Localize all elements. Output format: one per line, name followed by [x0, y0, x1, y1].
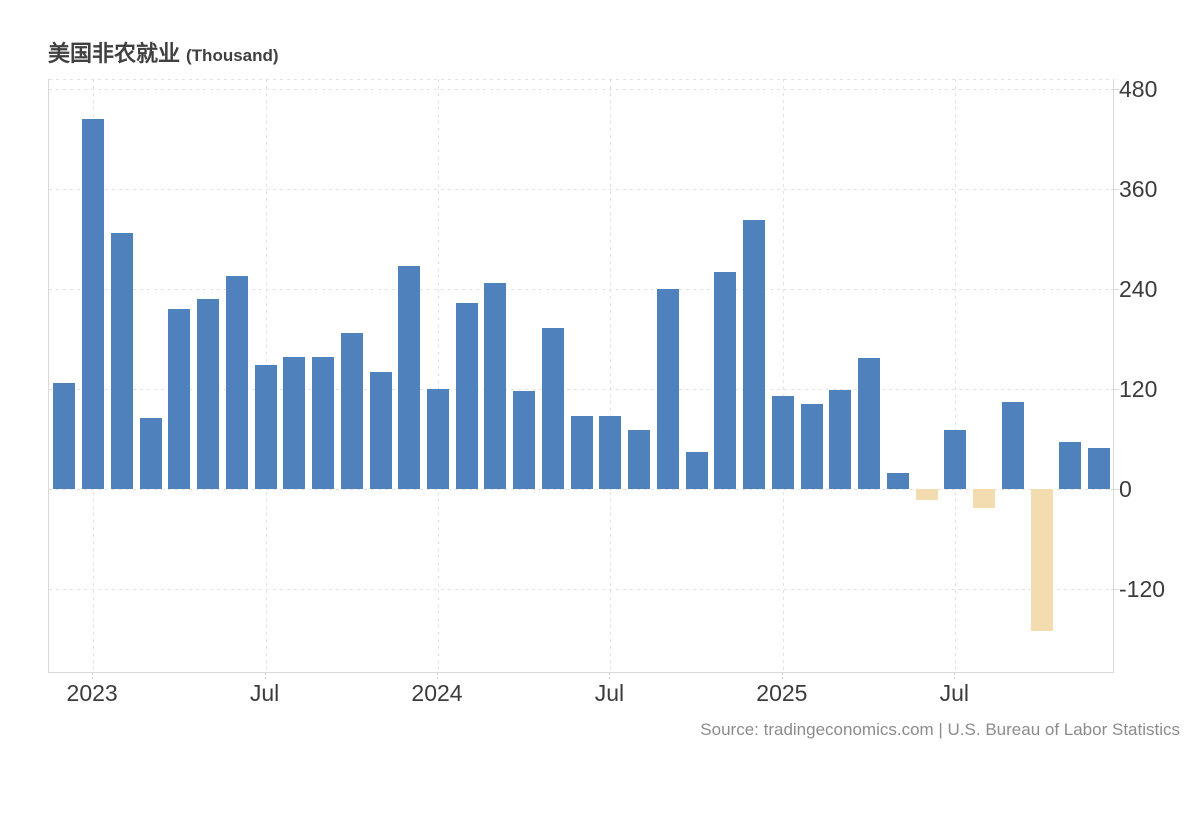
gridline-y	[49, 189, 1113, 190]
chart-title-main: 美国非农就业	[48, 41, 181, 66]
chart-title-unit: (Thousand)	[186, 46, 279, 65]
bar-2025-09[interactable]	[1002, 401, 1024, 489]
bar-2023-01[interactable]	[82, 119, 104, 489]
bar-2023-12[interactable]	[398, 265, 420, 489]
x-axis-tick	[264, 673, 266, 680]
x-axis-label: Jul	[594, 680, 625, 706]
y-axis-label: 120	[1119, 376, 1158, 402]
y-axis-label: 480	[1119, 76, 1158, 102]
bar-2025-05[interactable]	[887, 473, 909, 489]
x-axis-tick	[609, 673, 611, 680]
x-axis-label: 2024	[411, 680, 463, 706]
y-axis-label: 0	[1119, 476, 1132, 502]
bar-2024-03[interactable]	[484, 283, 506, 489]
gridline-y	[49, 489, 1113, 490]
plot-top-border	[49, 79, 1113, 80]
gridline-x	[610, 79, 612, 672]
bar-2024-12[interactable]	[743, 219, 765, 489]
bar-2024-02[interactable]	[456, 303, 478, 489]
x-axis-tick	[781, 673, 783, 680]
bar-2025-03[interactable]	[829, 389, 851, 489]
bar-2025-04[interactable]	[858, 358, 880, 489]
bar-2024-08[interactable]	[628, 429, 650, 489]
x-axis-tick	[437, 673, 439, 680]
chart-title: 美国非农就业 (Thousand)	[48, 36, 279, 68]
bar-2024-11[interactable]	[714, 272, 736, 489]
gridline-x	[955, 79, 957, 672]
bar-2025-06[interactable]	[916, 489, 938, 500]
y-axis-label: -120	[1119, 576, 1166, 602]
bar-2023-02[interactable]	[111, 233, 133, 489]
bar-2024-07[interactable]	[599, 415, 621, 489]
y-axis-label: 240	[1119, 276, 1158, 302]
bar-2024-10[interactable]	[686, 452, 708, 489]
bar-2025-07[interactable]	[944, 429, 966, 489]
bar-2024-09[interactable]	[657, 289, 679, 489]
y-axis-tick	[1111, 89, 1119, 90]
gridline-y	[49, 589, 1113, 590]
x-axis-label: 2023	[66, 680, 118, 706]
y-axis-tick	[1111, 189, 1119, 190]
bar-2025-10[interactable]	[1031, 489, 1053, 631]
bar-2025-12[interactable]	[1088, 448, 1110, 489]
plot-area	[48, 79, 1114, 673]
bar-2023-03[interactable]	[140, 418, 162, 489]
x-axis-label: 2025	[756, 680, 808, 706]
bar-2025-08[interactable]	[973, 489, 995, 509]
bar-2023-10[interactable]	[341, 333, 363, 489]
bar-2025-11[interactable]	[1059, 442, 1081, 489]
x-axis-tick	[92, 673, 94, 680]
gridline-x	[438, 79, 440, 672]
y-axis-tick	[1111, 589, 1119, 590]
gridline-y	[49, 89, 1113, 90]
bar-2024-04[interactable]	[513, 390, 535, 489]
bar-2023-05[interactable]	[197, 299, 219, 489]
x-axis-label: Jul	[939, 680, 970, 706]
bar-2024-05[interactable]	[542, 328, 564, 489]
source-attribution: Source: tradingeconomics.com | U.S. Bure…	[700, 720, 1180, 739]
gridline-y	[49, 289, 1113, 290]
bar-2023-11[interactable]	[370, 372, 392, 489]
bar-2024-01[interactable]	[427, 389, 449, 489]
gridline-x	[782, 79, 784, 672]
bar-2022-12[interactable]	[53, 383, 75, 489]
bar-2023-04[interactable]	[168, 309, 190, 489]
y-axis-label: 360	[1119, 176, 1158, 202]
x-axis-label: Jul	[249, 680, 280, 706]
gridline-y	[49, 389, 1113, 390]
bar-2025-01[interactable]	[772, 395, 794, 489]
bar-2023-09[interactable]	[312, 357, 334, 489]
y-axis-tick	[1111, 389, 1119, 390]
bar-2023-07[interactable]	[255, 364, 277, 489]
y-axis-tick	[1111, 289, 1119, 290]
y-axis-tick	[1111, 489, 1119, 490]
bar-2023-06[interactable]	[226, 275, 248, 489]
bar-2023-08[interactable]	[283, 357, 305, 489]
bar-2024-06[interactable]	[571, 415, 593, 489]
x-axis-tick	[954, 673, 956, 680]
bar-2025-02[interactable]	[801, 404, 823, 489]
